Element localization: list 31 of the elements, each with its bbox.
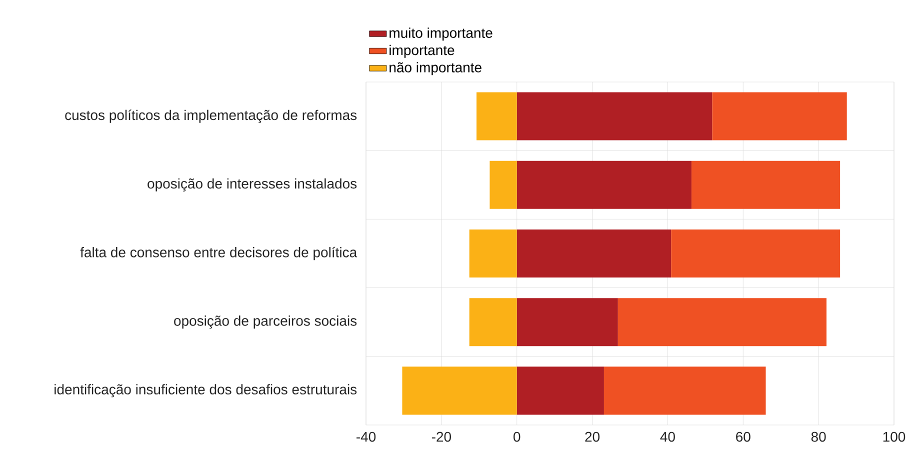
bar <box>490 160 517 209</box>
x-tick-label: 100 <box>883 432 906 442</box>
y-tick-label: oposição de parceiros sociais <box>174 316 357 329</box>
bar <box>469 229 517 278</box>
x-tick-label: 40 <box>660 432 675 442</box>
x-tick-label: -40 <box>356 432 376 442</box>
bar <box>671 229 840 278</box>
bar <box>516 366 604 415</box>
legend-label: muito importante <box>390 28 492 41</box>
x-tick-label: -20 <box>432 432 452 442</box>
bar <box>618 298 826 346</box>
x-tick-label: 0 <box>514 432 520 442</box>
bar <box>402 366 517 415</box>
y-tick-label: oposição de interesses instalados <box>148 178 357 192</box>
bar <box>476 92 517 140</box>
bar <box>469 298 517 346</box>
bar <box>604 366 766 415</box>
x-tick-label: 20 <box>585 432 600 442</box>
bar <box>691 160 840 209</box>
x-tick-label: 80 <box>811 432 826 442</box>
x-tick-label: 60 <box>736 432 750 442</box>
bar <box>516 229 672 278</box>
y-tick-label: identificação insuficiente dos desafios estruturais <box>54 384 357 398</box>
legend-label: importante <box>390 44 454 58</box>
y-tick-label: custos políticos da implementação de reformas <box>65 110 357 123</box>
y-tick-label: falta de consenso entre decisores de política <box>80 246 358 260</box>
bar <box>516 92 712 140</box>
bar <box>516 160 692 209</box>
bar <box>712 92 847 140</box>
bar <box>516 298 618 346</box>
legend-label: não importante <box>390 62 482 76</box>
